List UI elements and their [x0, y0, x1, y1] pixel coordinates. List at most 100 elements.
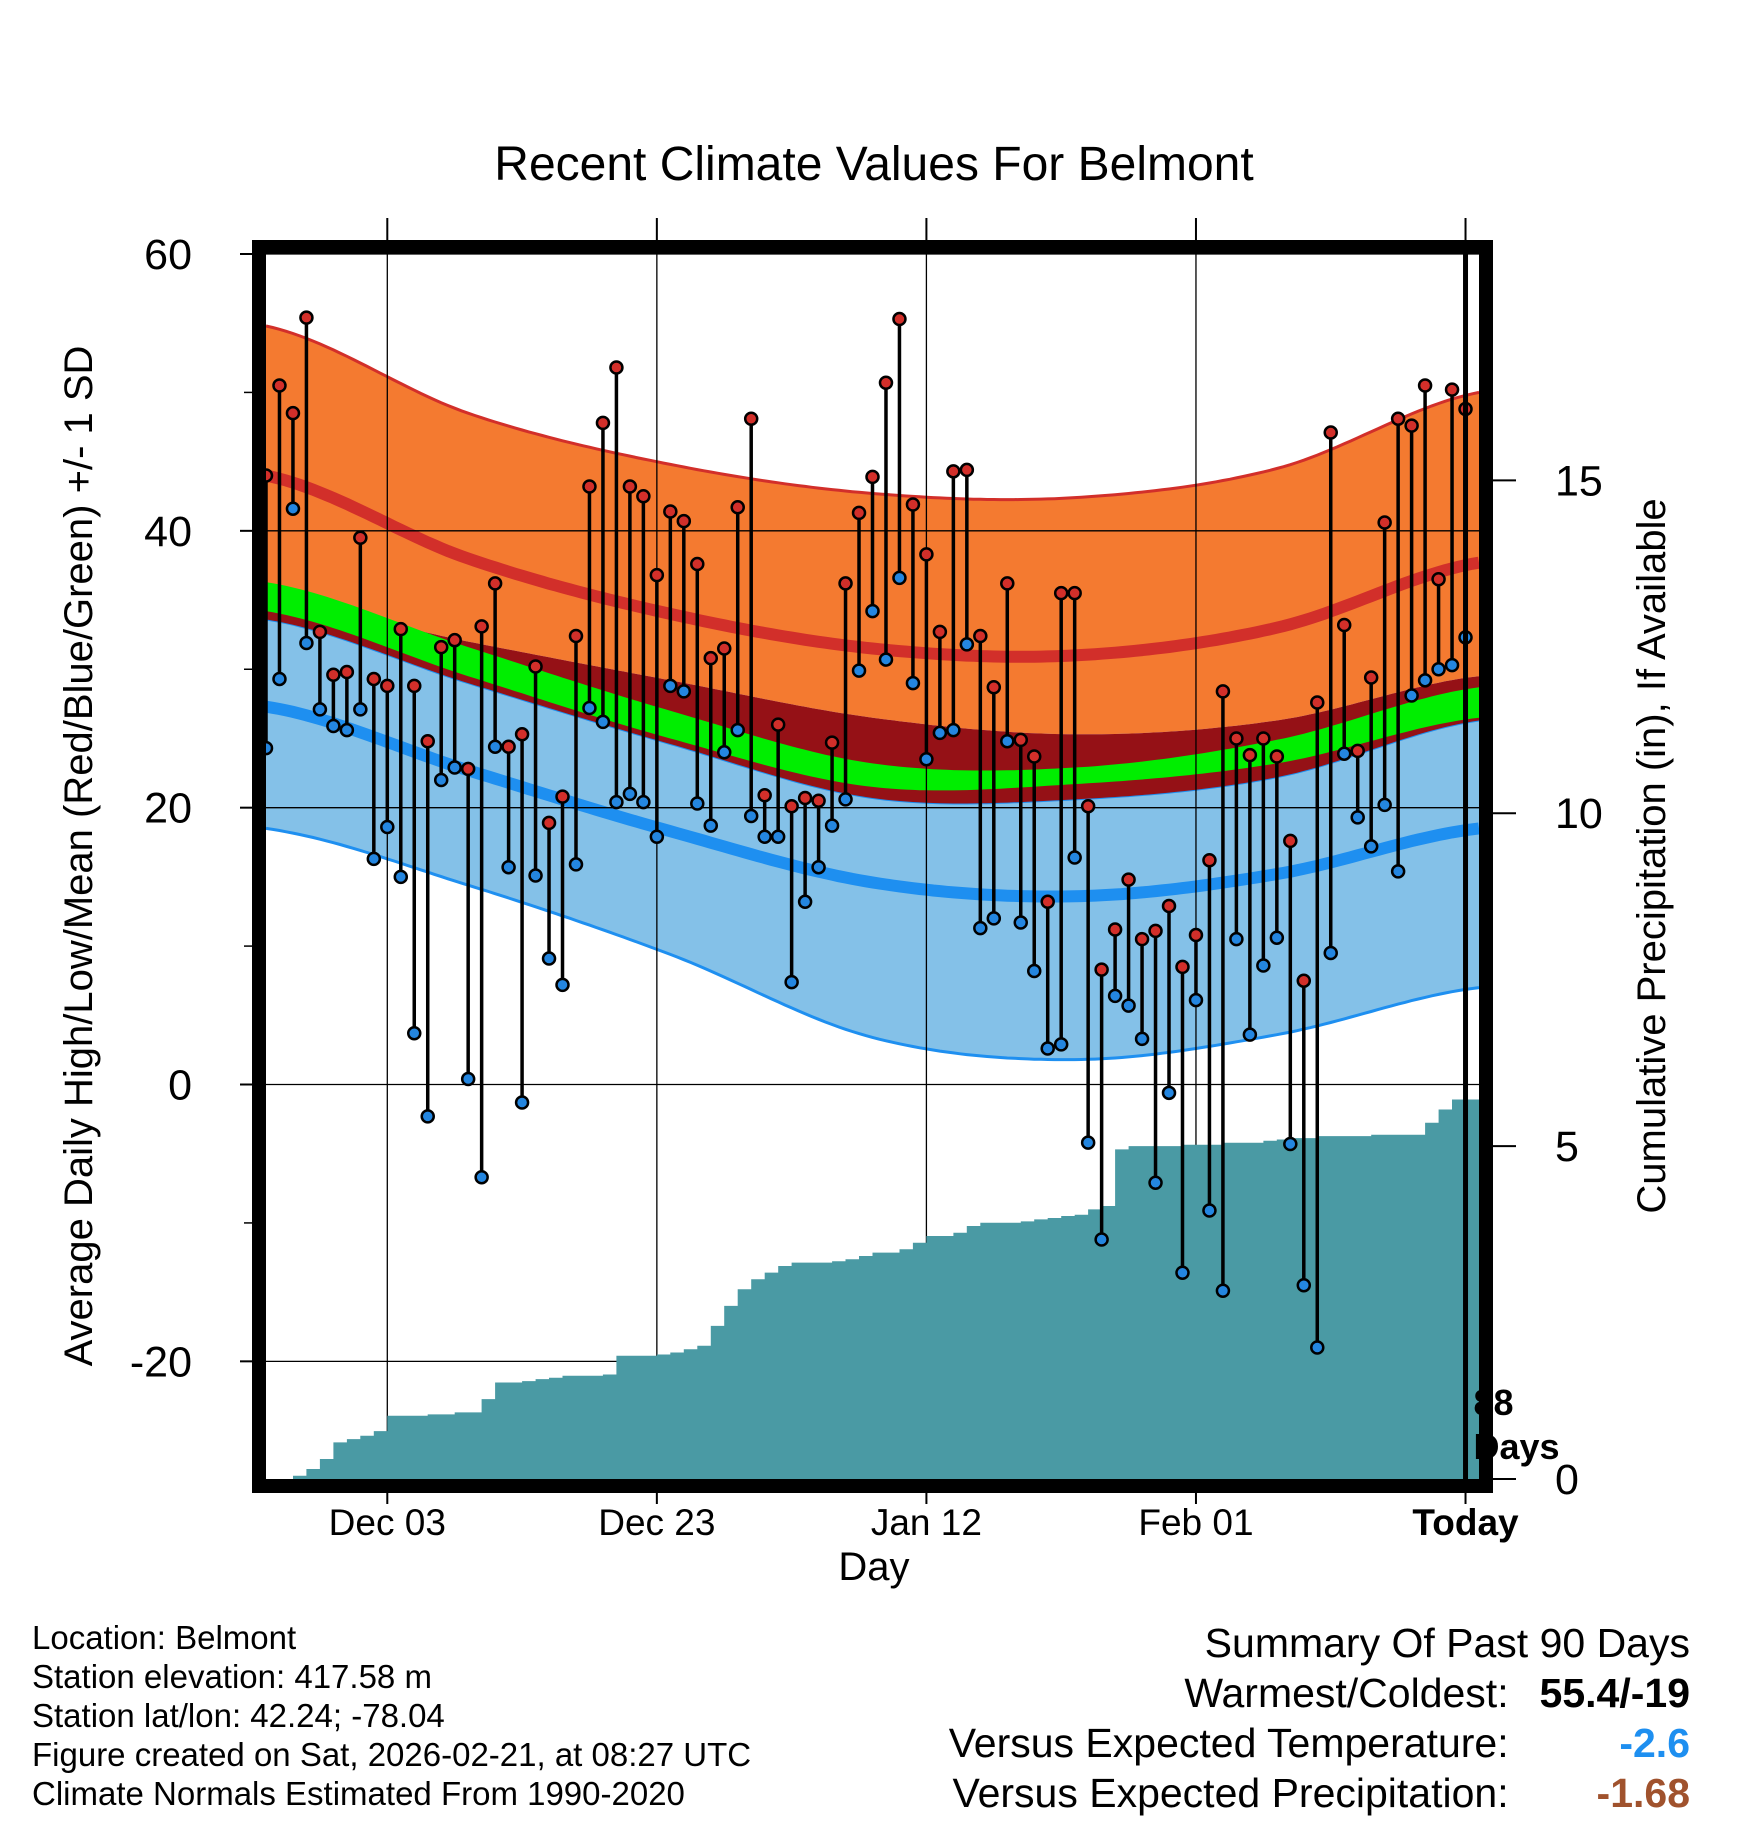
low-point	[393, 869, 409, 885]
high-point	[919, 547, 934, 562]
high-point	[1417, 378, 1433, 393]
low-point	[838, 792, 853, 807]
mean-sd-band	[266, 600, 1479, 804]
climate-chart: Recent Climate Values For Belmont 88Days…	[57, 138, 1674, 1589]
y-tick-label: -20	[130, 1338, 192, 1386]
low-point	[1242, 1027, 1258, 1042]
y-tick-label: 20	[144, 785, 192, 833]
low-point	[595, 714, 611, 730]
summary-precipitation-value: -1.68	[1596, 1770, 1690, 1816]
summary-temperature: Versus Expected Temperature: -2.6	[949, 1718, 1690, 1768]
low-point	[1363, 839, 1379, 854]
high-point	[1444, 382, 1460, 397]
high-point	[1296, 973, 1312, 988]
low-point	[905, 675, 921, 691]
low-point	[528, 868, 543, 883]
cumulative-precip-area	[266, 1099, 1479, 1479]
low-point	[959, 637, 975, 652]
low-point	[433, 772, 449, 788]
high-point	[1134, 931, 1150, 947]
high-point	[1390, 411, 1406, 426]
high-point	[339, 664, 355, 680]
low-point	[1323, 945, 1338, 961]
high-point	[433, 639, 449, 655]
y-axis: 60 40 20 0 -20	[130, 231, 252, 1386]
low-point	[447, 760, 462, 775]
low-point	[339, 722, 355, 738]
high-point	[447, 632, 462, 648]
low-point	[824, 818, 840, 833]
high-point	[851, 505, 867, 521]
high-point	[622, 479, 638, 494]
high-point	[312, 624, 328, 640]
high-point	[272, 378, 287, 393]
low-point	[1431, 662, 1446, 677]
low-point	[285, 501, 301, 516]
high-point	[285, 405, 301, 421]
low-point	[1175, 1265, 1190, 1281]
low-point	[1013, 915, 1029, 930]
y-tick-label: 0	[168, 1062, 192, 1110]
high-point	[1363, 670, 1379, 685]
low-point	[1026, 963, 1042, 979]
x-tick-label: Today	[1412, 1502, 1519, 1543]
high-point	[1188, 927, 1204, 943]
high-point	[366, 671, 382, 687]
high-point	[743, 411, 759, 426]
summary-warmest-coldest-value: 55.4/-19	[1539, 1670, 1690, 1716]
x-axis-label: Day	[838, 1545, 909, 1589]
low-point	[353, 702, 368, 717]
high-point	[380, 678, 395, 694]
high-point	[528, 659, 543, 674]
low-point	[312, 702, 328, 717]
high-point	[1350, 743, 1365, 759]
low-point	[716, 745, 732, 760]
high-point	[1013, 732, 1029, 748]
low-point	[1229, 931, 1244, 947]
daily-stems	[264, 317, 1468, 1348]
high-point	[595, 415, 611, 431]
info-created: Figure created on Sat, 2026-02-21, at 08…	[32, 1736, 752, 1773]
high-point	[1336, 617, 1352, 633]
high-point	[811, 793, 826, 809]
high-point	[1202, 853, 1217, 868]
high-point	[649, 567, 665, 583]
low-point	[1377, 797, 1392, 813]
low-point	[460, 1071, 476, 1087]
low-point	[1417, 673, 1433, 688]
low-point	[487, 739, 503, 755]
y2-axis-label: Cumulative Precipitation (in), If Availa…	[1630, 498, 1674, 1213]
high-point	[1148, 923, 1163, 939]
high-point	[1310, 695, 1325, 710]
low-point	[663, 678, 678, 694]
low-point	[1040, 1041, 1055, 1056]
high-point	[932, 624, 948, 640]
high-point	[501, 739, 516, 755]
high-point	[541, 815, 557, 831]
y2-tick-label: 15	[1555, 457, 1603, 505]
high-point	[973, 628, 988, 644]
high-point	[986, 679, 1002, 695]
low-point	[851, 663, 867, 678]
low-point	[1350, 810, 1365, 825]
low-point	[582, 700, 597, 716]
x-tick-label: Jan 12	[871, 1502, 982, 1543]
summary-heading: Summary Of Past 90 Days	[1204, 1620, 1690, 1666]
low-point	[1444, 657, 1460, 673]
high-point	[474, 619, 489, 634]
low-point	[757, 829, 772, 844]
low-point	[1134, 1031, 1150, 1047]
y-axis-label: Average Daily High/Low/Mean (Red/Blue/Gr…	[57, 346, 101, 1367]
low-point	[1080, 1135, 1096, 1150]
summary-temperature-label: Versus Expected Temperature:	[948, 1720, 1509, 1766]
low-point	[784, 974, 799, 990]
low-point	[1283, 1136, 1298, 1152]
low-point	[501, 859, 516, 875]
normal-bands	[264, 324, 1480, 1062]
low-point	[1188, 992, 1204, 1008]
high-point	[1094, 962, 1109, 977]
high-point	[1431, 572, 1446, 587]
y2-tick-label: 10	[1555, 790, 1603, 838]
high-point	[1053, 585, 1069, 601]
x-tick-label: Dec 03	[329, 1502, 446, 1543]
